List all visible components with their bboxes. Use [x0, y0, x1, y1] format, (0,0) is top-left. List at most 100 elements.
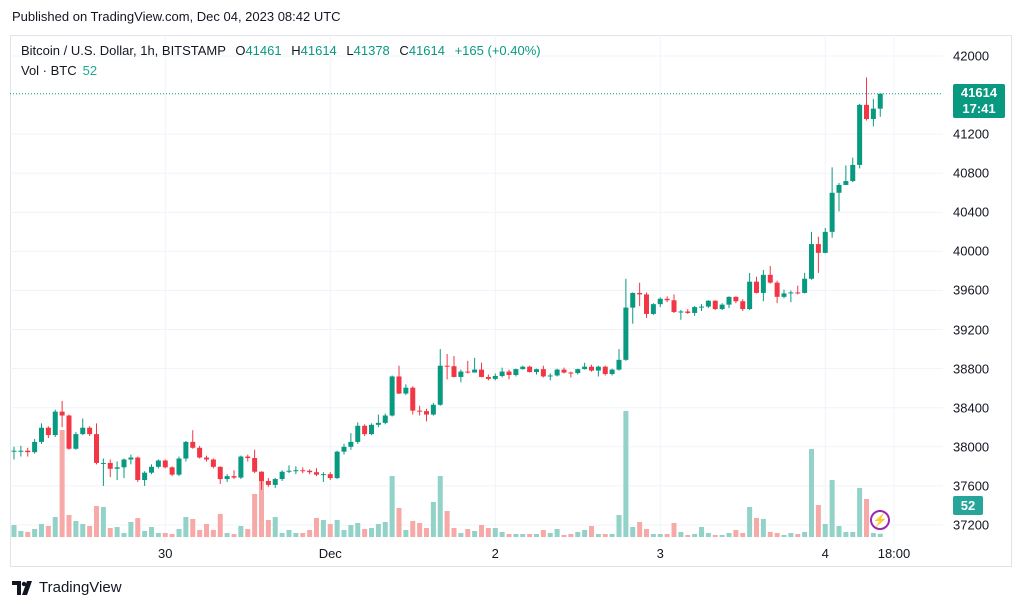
candle-body [534, 369, 539, 373]
volume-bar [100, 507, 106, 537]
volume-bar [183, 517, 189, 537]
volume-bar [465, 529, 471, 537]
volume-bar [492, 528, 498, 537]
volume-bar [59, 430, 65, 537]
volume-bar [204, 524, 209, 537]
volume-bar [644, 529, 649, 537]
volume-bar [300, 533, 306, 537]
volume-label[interactable]: Vol · BTC [21, 63, 77, 78]
candle-body [307, 470, 313, 473]
candle-body [795, 292, 801, 294]
footer: TradingView [12, 579, 122, 596]
candle [327, 472, 333, 481]
candle-body [506, 371, 512, 375]
volume-bar [767, 532, 773, 537]
candle [52, 409, 58, 438]
volume-bar [692, 534, 698, 537]
candle [369, 423, 374, 436]
volume-value: 52 [82, 63, 98, 78]
candle-body [712, 300, 718, 310]
candle [231, 470, 237, 480]
volume-bar [760, 519, 766, 537]
candle-body [293, 470, 299, 472]
volume-bar [25, 532, 31, 537]
time-axis[interactable]: 30 Dec 2 3 4 18:00 [10, 543, 945, 565]
candle [458, 369, 464, 383]
candle-body [623, 307, 629, 360]
volume-bar [774, 533, 780, 537]
candle [39, 423, 44, 444]
volume-bar [245, 529, 251, 537]
candle [430, 402, 436, 416]
volume-bar [740, 533, 746, 537]
volume-bar [389, 476, 395, 537]
candlestick-chart[interactable] [10, 35, 943, 543]
candle [238, 455, 244, 480]
candle [850, 157, 856, 183]
candle-body [52, 411, 58, 436]
candle-body [802, 278, 808, 293]
lightning-icon[interactable]: ⚡ [870, 510, 890, 530]
candle-body [644, 294, 649, 314]
candle [678, 310, 684, 320]
candle-body [403, 387, 409, 394]
candle-body [809, 244, 814, 279]
candle [809, 231, 814, 280]
candle-body [286, 470, 292, 472]
candle [705, 300, 711, 309]
volume-bar [73, 521, 79, 537]
candle-body [272, 479, 278, 485]
price-axis[interactable]: 37200 37600 38000 38400 38800 39200 39600 40000… [943, 35, 1012, 543]
volume-bar [520, 534, 526, 537]
volume-bar [829, 480, 835, 537]
volume-bar [279, 533, 285, 537]
candle [114, 461, 120, 481]
price-tick-label: 39600 [953, 282, 990, 298]
candle-body [513, 369, 519, 375]
volume-bar [87, 526, 93, 537]
candle [554, 368, 560, 377]
candle [760, 269, 766, 302]
candle [32, 438, 38, 454]
volume-bar [327, 524, 333, 537]
candle-body [66, 415, 72, 449]
candle-body [417, 410, 423, 412]
grid [10, 35, 943, 543]
candle [582, 362, 588, 370]
candle-body [843, 181, 849, 185]
volume-bar [190, 519, 196, 537]
candle [204, 455, 209, 462]
volume-bar [169, 534, 175, 537]
volume-bar [781, 535, 787, 537]
volume-bar [39, 524, 44, 537]
candle-body [699, 306, 704, 308]
volume-bar [815, 505, 821, 537]
candle [630, 292, 636, 324]
candle-body [320, 474, 326, 476]
candle-body [547, 375, 553, 377]
candle [740, 299, 746, 311]
candle [609, 368, 615, 376]
bar-countdown: 17:41 [962, 101, 996, 116]
candle [492, 373, 498, 381]
candle [451, 355, 457, 378]
volume-bar [437, 476, 443, 537]
volume-bar [396, 508, 402, 537]
candle-body [857, 104, 863, 165]
volume-bar [822, 524, 828, 537]
candle [650, 303, 656, 315]
candle-body [128, 457, 134, 460]
close-value: 41614 [408, 43, 445, 58]
candle-body [678, 311, 684, 313]
candle [843, 165, 849, 185]
time-tick-label: Dec [318, 546, 342, 561]
candle-body [774, 282, 780, 297]
candle [424, 408, 429, 422]
volume-bar [802, 532, 808, 537]
candle [836, 183, 842, 212]
candle [699, 304, 704, 311]
volume-bar [623, 411, 629, 537]
symbol-title[interactable]: Bitcoin / U.S. Dollar, 1h, BITSTAMP [21, 43, 226, 58]
candle-body [45, 427, 51, 436]
candle [100, 458, 106, 486]
